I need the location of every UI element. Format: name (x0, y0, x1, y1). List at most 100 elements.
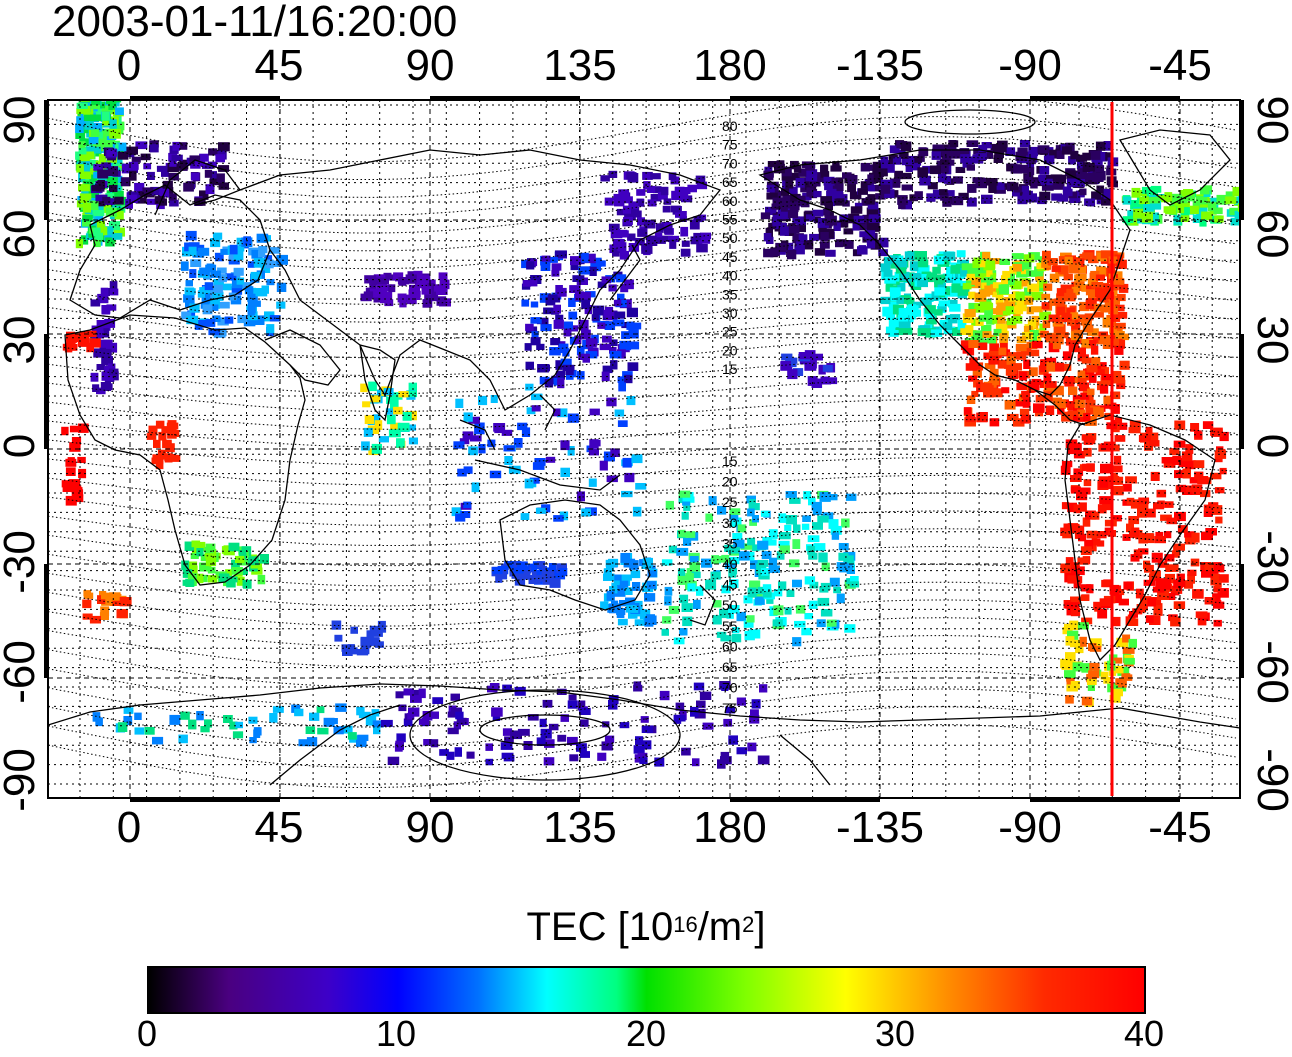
tec-cell (520, 513, 530, 520)
tec-cell (1151, 552, 1163, 563)
tec-cell (597, 281, 607, 288)
tec-cell (1155, 578, 1165, 588)
tec-cell (553, 304, 561, 314)
tec-cell (599, 460, 608, 471)
tec-cell (641, 740, 652, 750)
tec-cell (191, 540, 201, 548)
tec-cell (536, 343, 545, 350)
tec-cell (798, 352, 810, 360)
tec-cell (576, 743, 587, 752)
tec-cell (946, 190, 955, 197)
tec-cell (1021, 293, 1032, 301)
tec-cell (909, 194, 918, 202)
tec-cell (1063, 363, 1072, 371)
tec-cell (1114, 435, 1126, 442)
tec-cell (629, 560, 639, 570)
tec-cell (80, 90, 91, 99)
tec-cell (204, 546, 214, 554)
tec-cell (843, 228, 854, 235)
tec-cell (1124, 657, 1135, 665)
tec-cell (116, 609, 128, 619)
tec-cell (233, 267, 244, 276)
tec-cell (135, 141, 148, 150)
tec-cell (1210, 472, 1222, 480)
tec-cell (1212, 593, 1221, 601)
tec-cell (211, 270, 221, 278)
tec-cell (792, 579, 802, 588)
tec-cell (1216, 194, 1228, 205)
tec-cell (814, 248, 826, 256)
tec-cell (557, 734, 567, 742)
tec-cell (750, 709, 759, 717)
tec-cell (894, 170, 903, 180)
tec-cell (95, 194, 108, 202)
contour-label: 75 (722, 137, 738, 153)
tec-cell (1045, 381, 1057, 388)
tec-cell (107, 73, 118, 81)
tec-cell (812, 522, 823, 530)
tec-cell (1213, 207, 1223, 215)
tec-cell (802, 515, 811, 522)
tec-cell (188, 719, 197, 730)
tec-cell (1150, 212, 1159, 222)
tec-cell (647, 570, 657, 578)
tec-cell (942, 322, 953, 330)
tec-cell (1039, 166, 1050, 175)
tec-cell (965, 413, 976, 423)
tec-cell (1063, 523, 1072, 531)
tec-cell (760, 212, 771, 220)
tec-cell (1089, 340, 1097, 347)
tec-cell (502, 684, 512, 692)
tec-cell (87, 200, 99, 210)
tec-cell (630, 570, 641, 579)
tec-cell (525, 323, 534, 331)
tec-cell (1099, 335, 1111, 345)
tec-cell (889, 145, 900, 154)
tec-cell (796, 241, 804, 250)
tec-cell (793, 524, 801, 533)
tec-cell (1099, 496, 1111, 505)
tec-cell (161, 426, 171, 434)
tec-cell (1105, 152, 1114, 161)
tec-cell (112, 76, 123, 86)
tec-cell (200, 726, 210, 733)
tec-cell (610, 448, 620, 457)
tec-cell (844, 624, 856, 633)
tec-cell (204, 548, 217, 559)
tec-cell (992, 388, 1003, 398)
tec-cell (380, 719, 393, 727)
tec-cell (1189, 477, 1201, 484)
tec-cell (1026, 270, 1037, 277)
tec-cell (641, 244, 653, 254)
contour-label: 65 (722, 174, 738, 190)
tec-cell (1225, 191, 1235, 200)
tec-cell (820, 582, 831, 590)
tec-cell (983, 260, 996, 271)
tec-cell (1114, 455, 1122, 465)
tec-cell (847, 175, 858, 185)
tec-cell (540, 728, 552, 739)
tec-cell (1112, 688, 1123, 697)
tec-cell (892, 157, 902, 165)
tec-cell (323, 717, 335, 727)
tec-cell (795, 605, 806, 614)
tec-cell (604, 321, 616, 330)
tec-cell (1031, 378, 1042, 385)
tec-cell (683, 537, 692, 546)
tec-cell (829, 577, 840, 587)
tec-cell (1010, 182, 1019, 190)
tec-cell (1087, 162, 1095, 172)
tec-cell (1062, 351, 1072, 361)
contour-label: 30 (722, 515, 738, 531)
tec-cell (1195, 611, 1208, 618)
tec-cell (146, 433, 157, 440)
tec-cell (629, 206, 640, 213)
tec-cell (820, 196, 832, 206)
tec-cell (750, 560, 760, 570)
tec-cell (1022, 331, 1033, 340)
tec-cell (995, 295, 1004, 305)
tec-cell (1075, 566, 1085, 576)
tec-cell (188, 561, 198, 572)
tec-cell (1109, 250, 1118, 259)
tec-cell (93, 227, 101, 237)
